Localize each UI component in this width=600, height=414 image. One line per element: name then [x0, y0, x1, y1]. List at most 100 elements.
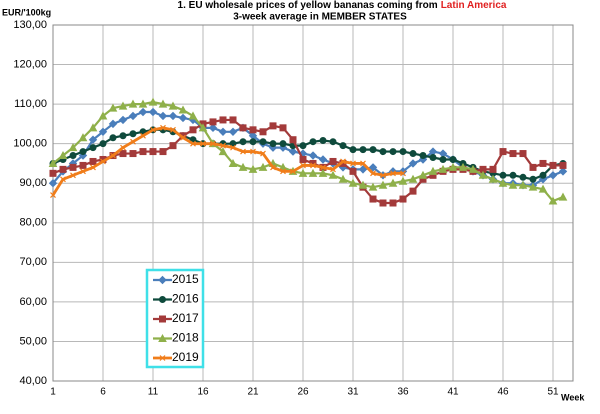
marker	[509, 150, 517, 158]
marker	[370, 170, 376, 177]
marker	[168, 101, 178, 110]
marker	[429, 154, 437, 162]
marker	[190, 140, 196, 147]
marker	[419, 152, 427, 160]
marker	[149, 148, 157, 156]
marker	[228, 158, 238, 167]
series-line	[52, 101, 564, 203]
marker	[368, 182, 378, 191]
marker	[49, 169, 57, 177]
marker	[389, 199, 397, 207]
x-tick-label: 36	[397, 387, 409, 398]
marker	[379, 148, 387, 156]
marker	[488, 174, 498, 183]
marker	[108, 103, 118, 112]
plot-border	[52, 24, 574, 382]
x-tick-label: 51	[547, 387, 559, 398]
marker	[378, 180, 388, 189]
marker	[528, 182, 538, 191]
marker	[409, 187, 417, 195]
x-tick-label: 6	[100, 387, 106, 398]
marker	[400, 170, 406, 177]
marker	[349, 146, 357, 154]
y-tick-label: 70,00	[19, 256, 47, 268]
marker	[218, 147, 228, 156]
y-tick-label: 40,00	[19, 375, 47, 387]
marker	[120, 144, 126, 151]
marker	[409, 150, 417, 158]
marker	[68, 143, 78, 152]
marker	[110, 152, 116, 159]
marker	[398, 176, 408, 185]
marker	[299, 155, 307, 163]
marker	[178, 105, 188, 114]
legend-label: 2018	[172, 331, 199, 345]
marker	[418, 170, 428, 179]
marker	[518, 180, 528, 189]
marker	[539, 171, 547, 179]
marker	[229, 116, 237, 124]
marker	[360, 160, 366, 167]
marker	[208, 123, 218, 133]
marker	[278, 143, 288, 152]
marker	[130, 138, 136, 145]
marker	[248, 164, 258, 173]
marker	[398, 167, 408, 176]
marker	[79, 161, 87, 169]
marker	[339, 142, 347, 150]
legend-marker	[158, 333, 167, 342]
x-tick-label: 46	[497, 387, 509, 398]
marker	[98, 111, 108, 120]
marker	[499, 148, 507, 156]
legend-marker	[159, 315, 166, 323]
legend-label: 2019	[172, 350, 199, 364]
marker	[529, 163, 537, 171]
marker	[200, 140, 206, 147]
marker	[319, 137, 327, 145]
chart-title: 1. EU wholesale prices of yellow bananas…	[178, 0, 507, 11]
marker	[118, 115, 128, 125]
x-tick-label: 11	[148, 387, 159, 398]
marker	[558, 167, 568, 176]
marker	[428, 166, 438, 175]
marker	[388, 178, 398, 187]
marker	[60, 176, 66, 183]
marker	[359, 146, 367, 154]
marker	[119, 132, 127, 140]
marker	[50, 192, 56, 199]
marker	[269, 122, 277, 130]
marker	[439, 155, 447, 163]
marker	[69, 152, 77, 160]
y-tick-label: 60,00	[19, 296, 47, 308]
marker	[299, 142, 307, 150]
marker	[489, 165, 497, 173]
marker	[180, 134, 186, 141]
marker	[48, 179, 58, 188]
marker	[499, 171, 507, 179]
marker	[329, 138, 337, 146]
marker	[529, 175, 537, 183]
marker	[188, 111, 198, 120]
y-tick-label: 130,00	[13, 19, 47, 31]
marker	[358, 180, 368, 189]
marker	[320, 164, 326, 171]
marker	[259, 128, 267, 136]
marker	[109, 134, 117, 142]
marker	[388, 167, 398, 176]
marker	[559, 161, 567, 169]
marker	[538, 184, 548, 193]
marker	[269, 140, 277, 148]
marker	[468, 164, 478, 173]
marker	[448, 162, 458, 171]
marker	[399, 195, 407, 203]
marker	[88, 123, 98, 132]
marker	[329, 157, 337, 165]
marker	[98, 127, 108, 137]
marker	[288, 147, 298, 156]
marker	[548, 171, 558, 180]
legend-label: 2017	[172, 311, 199, 325]
marker	[99, 140, 107, 148]
y-tick-label: 100,00	[13, 138, 47, 150]
marker	[390, 170, 396, 177]
